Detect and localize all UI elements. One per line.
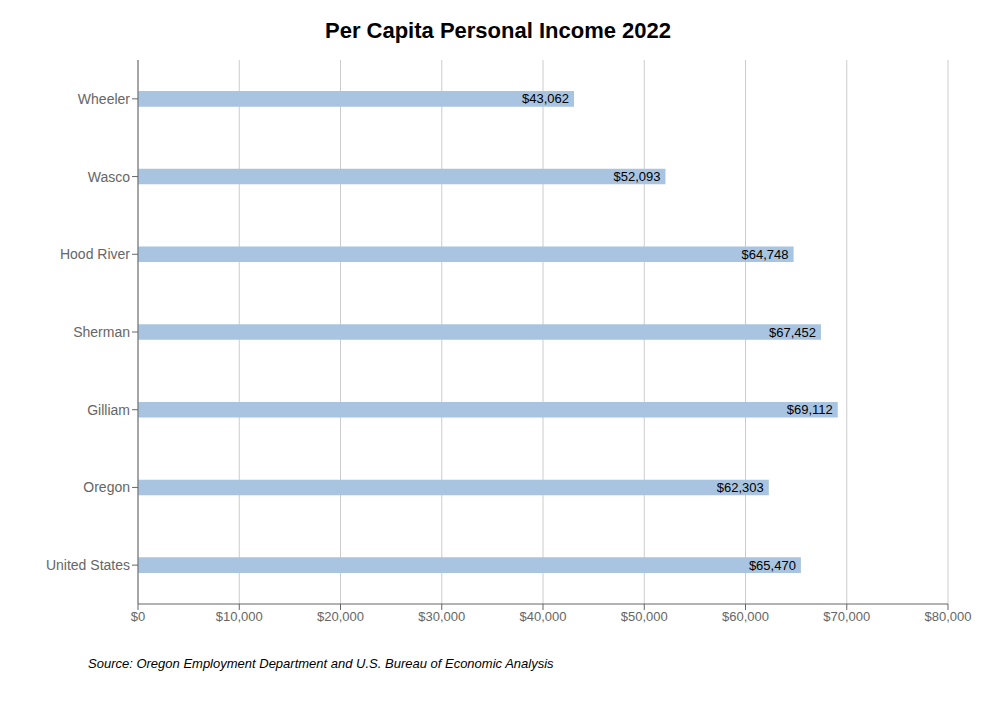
svg-text:$10,000: $10,000: [216, 609, 263, 624]
svg-text:Sherman: Sherman: [73, 324, 130, 340]
svg-text:$70,000: $70,000: [823, 609, 870, 624]
svg-text:Hood River: Hood River: [60, 246, 130, 262]
svg-text:$20,000: $20,000: [317, 609, 364, 624]
svg-text:$52,093: $52,093: [613, 169, 660, 184]
svg-text:$80,000: $80,000: [925, 609, 972, 624]
html-text:Source: Oregon Employment Depa: Source: Oregon Employment Department and…: [88, 656, 554, 671]
svg-text:$50,000: $50,000: [621, 609, 668, 624]
svg-text:$43,062: $43,062: [522, 91, 569, 106]
svg-text:Wasco: Wasco: [88, 169, 130, 185]
html-text:Per Capita Personal Income 202: Per Capita Personal Income 2022: [325, 18, 671, 43]
svg-text:$69,112: $69,112: [787, 402, 833, 417]
svg-text:United States: United States: [46, 557, 130, 573]
svg-text:$67,452: $67,452: [769, 325, 816, 340]
svg-text:Oregon: Oregon: [83, 479, 130, 495]
svg-text:$62,303: $62,303: [717, 480, 764, 495]
svg-text:$64,748: $64,748: [742, 247, 789, 262]
svg-text:$0: $0: [131, 609, 145, 624]
svg-text:Gilliam: Gilliam: [87, 402, 130, 418]
svg-text:Wheeler: Wheeler: [78, 91, 130, 107]
svg-text:$30,000: $30,000: [418, 609, 465, 624]
svg-text:$65,470: $65,470: [749, 558, 796, 573]
svg-text:$60,000: $60,000: [722, 609, 769, 624]
svg-text:$40,000: $40,000: [520, 609, 567, 624]
